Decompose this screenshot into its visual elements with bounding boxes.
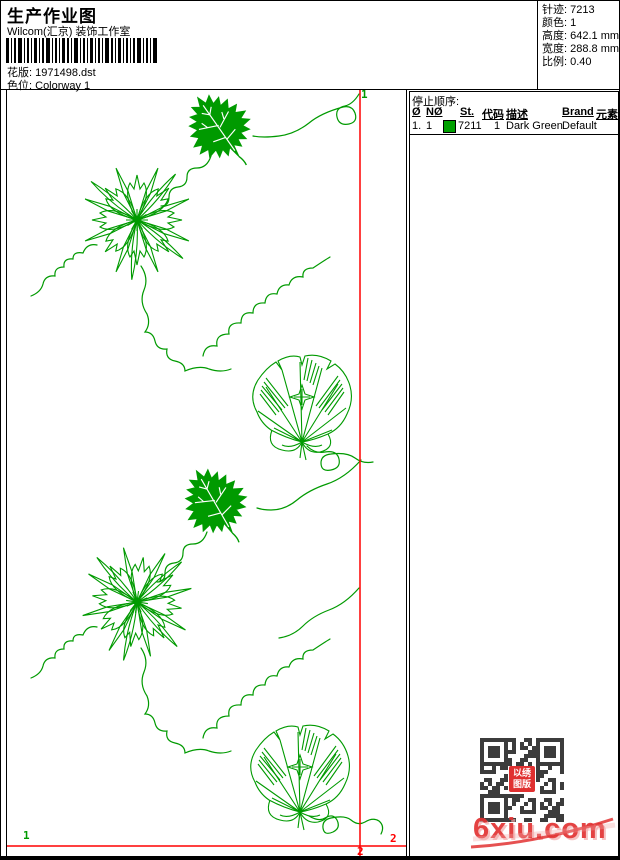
- studio-subtitle: Wilcom(汇京) 装饰工作室: [7, 26, 131, 38]
- scale-label: 比例:: [542, 56, 568, 68]
- seal-text-top: 以绣: [512, 768, 531, 778]
- thread-color-swatch: [443, 120, 456, 133]
- height-value: 642.1 mm: [570, 30, 620, 42]
- table-separator: [410, 134, 618, 135]
- stitches-value: 7213: [570, 4, 595, 16]
- col-header-st: St.: [460, 106, 475, 118]
- qr-finder-patterns: [480, 738, 564, 822]
- col-header-code: 代码: [482, 109, 504, 121]
- embroidery-design: [7, 90, 406, 857]
- width-label: 宽度:: [542, 43, 568, 55]
- row-stitches: 7211: [458, 120, 482, 132]
- row-code: 1: [494, 120, 501, 132]
- qr-center-seal: 以绣 图版: [509, 766, 535, 792]
- stop-sequence-title: 停止顺序:: [412, 96, 460, 108]
- page-bottom-border: [1, 856, 619, 859]
- marker-start-left: 1: [23, 829, 30, 842]
- col-header-brand: Brand: [562, 106, 594, 118]
- pattern-file-line: 花版: 1971498.dst: [7, 64, 96, 80]
- stitches-label: 针迹:: [542, 4, 568, 16]
- colors-label: 颜色:: [542, 17, 568, 29]
- col-header-desc: 描述: [506, 109, 528, 121]
- design-preview: [6, 89, 407, 858]
- colors-value: 1: [570, 17, 577, 29]
- width-value: 288.8 mm: [570, 43, 620, 55]
- scale-value: 0.40: [570, 56, 592, 68]
- row-needle: 1: [426, 120, 433, 132]
- marker-start-top: 1: [361, 88, 368, 101]
- header-divider: [537, 1, 538, 89]
- pattern-file-label: 花版:: [7, 67, 33, 79]
- col-header-slash: Ø: [412, 106, 421, 118]
- watermark-swoosh: [470, 817, 616, 849]
- col-header-element: 元素: [596, 109, 618, 121]
- height-label: 高度:: [542, 30, 568, 42]
- barcode: [6, 38, 157, 63]
- marker-end-bottom: 2: [357, 845, 364, 858]
- pattern-file-value: 1971498.dst: [35, 67, 96, 79]
- row-index: 1.: [412, 120, 422, 132]
- site-watermark: 6xiu.com: [469, 807, 619, 855]
- col-header-needle: NØ: [426, 106, 443, 118]
- row-desc: Dark Green: [506, 120, 563, 132]
- seal-text-bottom: 图版: [512, 779, 531, 789]
- row-brand: Default: [562, 120, 597, 132]
- qr-code: 以绣 图版: [478, 737, 566, 823]
- marker-end-right: 2: [390, 832, 397, 845]
- page-title: 生产作业图: [7, 7, 97, 26]
- design-stats: 针迹: 7213 颜色: 1 高度: 642.1 mm 宽度: 288.8 mm…: [542, 4, 619, 69]
- stop-sequence-panel: 停止顺序: Ø NØ St. 代码 描述 Brand 元素 1. 1 7211 …: [409, 91, 619, 857]
